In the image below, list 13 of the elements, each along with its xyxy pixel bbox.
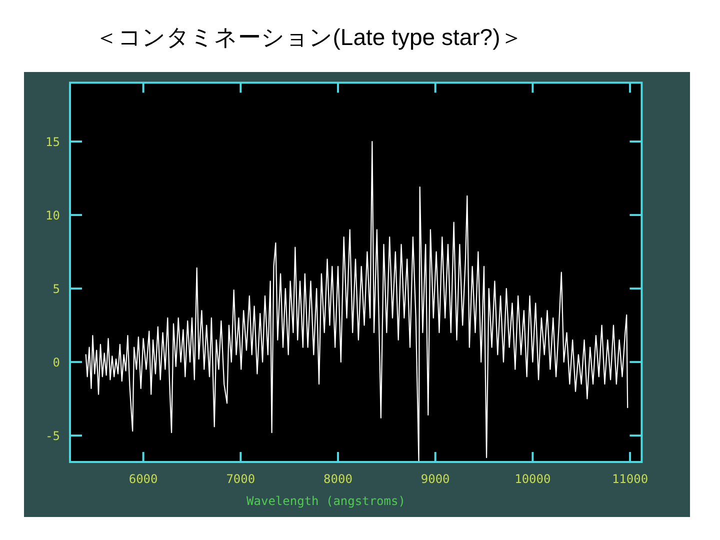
x-axis-title: Wavelength (angstroms) [246,494,406,508]
y-tick-label: 5 [52,282,60,296]
x-tick-label: 8000 [324,472,352,486]
x-tick-label: 7000 [226,472,256,486]
x-tick-label: 11000 [612,472,648,486]
y-tick-label: 0 [52,356,60,370]
y-tick-label: 10 [46,208,60,223]
y-tick-label: 15 [46,135,60,150]
y-tick-label: -5 [46,429,60,444]
x-tick-label: 6000 [128,472,158,486]
chart-title: ＜コンタミネーション(Late type star?)＞ [94,24,524,50]
x-tick-label: 10000 [514,472,551,486]
x-tick-label: 9000 [420,472,450,486]
